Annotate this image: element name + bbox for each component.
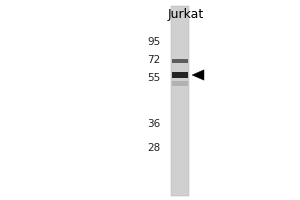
Bar xyxy=(172,59,188,63)
Text: Jurkat: Jurkat xyxy=(168,8,204,21)
Bar xyxy=(172,72,188,78)
Bar xyxy=(172,80,188,86)
Text: 36: 36 xyxy=(147,119,161,129)
Bar xyxy=(171,6,189,196)
Text: 95: 95 xyxy=(147,37,161,47)
Polygon shape xyxy=(192,70,204,80)
Text: 28: 28 xyxy=(147,143,161,153)
Text: 55: 55 xyxy=(147,73,161,83)
Text: 72: 72 xyxy=(147,55,161,65)
